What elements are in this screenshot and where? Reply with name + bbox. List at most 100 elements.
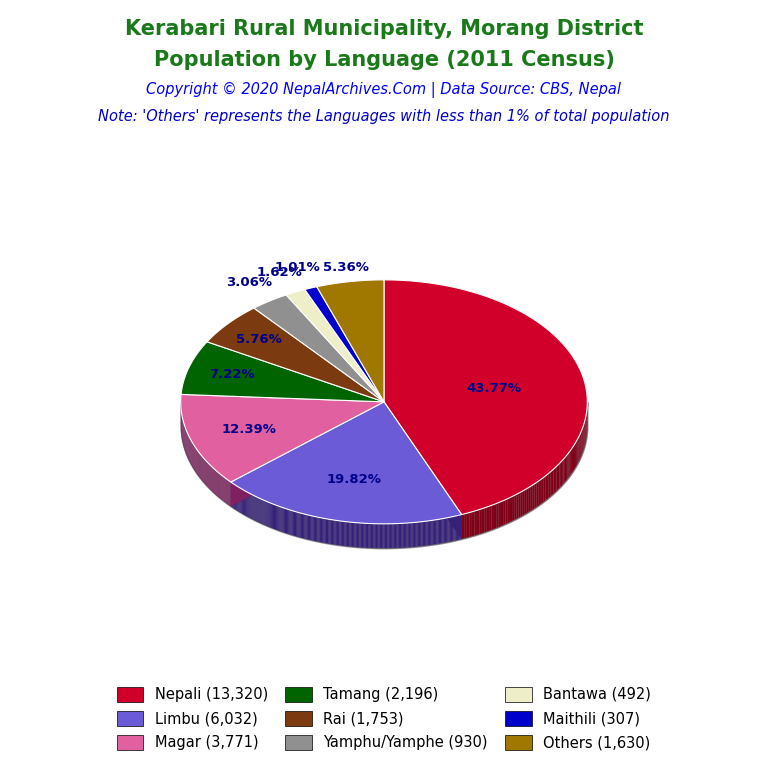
Polygon shape (555, 466, 557, 492)
Polygon shape (346, 521, 347, 546)
Polygon shape (540, 478, 542, 505)
Polygon shape (381, 524, 382, 548)
Polygon shape (314, 516, 315, 541)
Polygon shape (458, 515, 459, 540)
Polygon shape (558, 463, 559, 489)
Polygon shape (231, 402, 384, 506)
Polygon shape (405, 523, 406, 548)
Polygon shape (299, 512, 300, 537)
Polygon shape (231, 402, 384, 506)
Polygon shape (420, 521, 422, 546)
Polygon shape (422, 521, 424, 546)
Polygon shape (573, 445, 574, 472)
Polygon shape (577, 439, 578, 465)
Polygon shape (267, 502, 269, 527)
Polygon shape (207, 308, 384, 402)
Polygon shape (453, 516, 455, 541)
Polygon shape (323, 518, 325, 543)
Polygon shape (317, 517, 319, 541)
Polygon shape (244, 490, 245, 515)
Polygon shape (286, 508, 287, 534)
Polygon shape (272, 504, 273, 528)
Polygon shape (331, 520, 332, 545)
Polygon shape (350, 522, 352, 547)
Polygon shape (559, 462, 561, 488)
Polygon shape (462, 514, 464, 539)
Polygon shape (243, 490, 244, 515)
Polygon shape (459, 515, 461, 540)
Polygon shape (353, 522, 354, 547)
Polygon shape (252, 495, 253, 519)
Polygon shape (455, 516, 457, 541)
Polygon shape (322, 518, 323, 543)
Polygon shape (564, 456, 566, 482)
Polygon shape (554, 468, 555, 494)
Polygon shape (361, 523, 362, 548)
Polygon shape (485, 507, 487, 532)
Polygon shape (248, 492, 249, 518)
Polygon shape (241, 488, 242, 514)
Polygon shape (428, 521, 429, 545)
Polygon shape (257, 498, 259, 522)
Polygon shape (234, 485, 235, 509)
Polygon shape (253, 495, 254, 520)
Polygon shape (261, 499, 263, 524)
Polygon shape (249, 493, 250, 518)
Polygon shape (570, 450, 571, 476)
Polygon shape (424, 521, 425, 546)
Polygon shape (246, 492, 247, 516)
Polygon shape (287, 509, 288, 534)
Polygon shape (561, 461, 562, 486)
Polygon shape (338, 521, 339, 545)
Polygon shape (293, 511, 294, 535)
Text: 1.62%: 1.62% (257, 266, 303, 279)
Polygon shape (399, 524, 400, 548)
Polygon shape (568, 452, 570, 478)
Polygon shape (516, 493, 518, 518)
Polygon shape (385, 524, 386, 548)
Polygon shape (379, 524, 381, 548)
Text: Population by Language (2011 Census): Population by Language (2011 Census) (154, 50, 614, 70)
Polygon shape (352, 522, 353, 547)
Polygon shape (409, 523, 410, 548)
Text: 12.39%: 12.39% (222, 423, 276, 436)
Polygon shape (373, 524, 375, 548)
Polygon shape (436, 519, 438, 544)
Polygon shape (418, 522, 419, 547)
Polygon shape (344, 521, 346, 546)
Polygon shape (452, 517, 453, 541)
Text: 3.06%: 3.06% (226, 276, 272, 290)
Polygon shape (445, 518, 446, 543)
Polygon shape (450, 517, 451, 541)
Polygon shape (356, 523, 357, 547)
Polygon shape (425, 521, 426, 546)
Polygon shape (518, 492, 521, 518)
Polygon shape (376, 524, 377, 548)
Polygon shape (270, 503, 271, 528)
Polygon shape (349, 522, 350, 547)
Polygon shape (292, 511, 293, 535)
Polygon shape (415, 522, 416, 547)
Polygon shape (327, 519, 328, 544)
Polygon shape (368, 524, 369, 548)
Polygon shape (283, 508, 285, 533)
Polygon shape (384, 402, 462, 539)
Polygon shape (310, 515, 311, 540)
Polygon shape (542, 478, 544, 503)
Polygon shape (329, 519, 331, 544)
Polygon shape (533, 484, 535, 509)
Polygon shape (432, 520, 434, 545)
Polygon shape (402, 523, 404, 548)
Polygon shape (278, 506, 280, 531)
Polygon shape (325, 518, 326, 543)
Polygon shape (336, 520, 337, 545)
Text: 7.22%: 7.22% (209, 369, 255, 382)
Polygon shape (451, 517, 452, 541)
Polygon shape (527, 488, 528, 513)
Polygon shape (317, 280, 384, 402)
Text: Note: 'Others' represents the Languages with less than 1% of total population: Note: 'Others' represents the Languages … (98, 109, 670, 124)
Polygon shape (308, 515, 309, 540)
Polygon shape (254, 496, 256, 521)
Polygon shape (269, 502, 270, 527)
Polygon shape (461, 515, 462, 539)
